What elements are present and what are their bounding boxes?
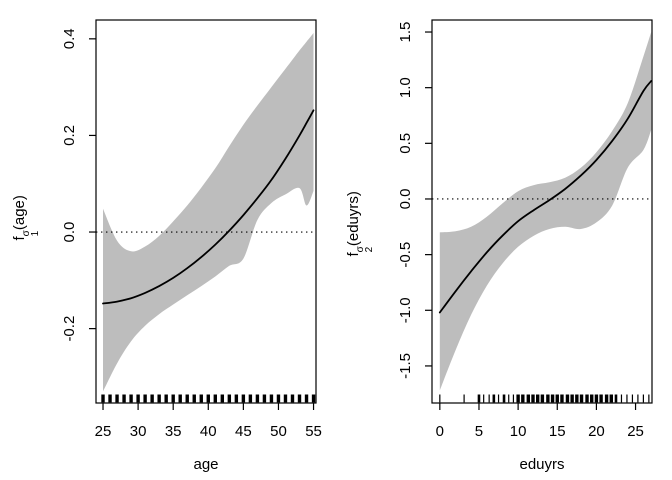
left-x-tick-label: 40 xyxy=(200,423,217,440)
f2-subscript: 2 xyxy=(364,246,375,253)
left-fit-curve xyxy=(102,109,315,305)
f1-base: f xyxy=(11,236,29,241)
right-x-tick-label: 10 xyxy=(510,423,527,440)
right-y-tick-label: -0.5 xyxy=(397,242,414,268)
left-x-tick-label: 30 xyxy=(130,423,147,440)
right-x-tick-label: 5 xyxy=(475,423,483,440)
f1-subscript: 1 xyxy=(30,230,41,237)
left-y-tick-label: 0.4 xyxy=(61,28,78,49)
right-plot-box xyxy=(431,19,653,404)
right-y-tick-label: 1.0 xyxy=(397,77,414,98)
left-x-tick-label: 45 xyxy=(235,423,252,440)
left-x-tick-label: 55 xyxy=(305,423,322,440)
right-x-tick-label: 20 xyxy=(588,423,605,440)
right-x-tick-label: 25 xyxy=(627,423,644,440)
x-axis-label-eduyrs: eduyrs xyxy=(519,456,565,473)
right-y-tick-label: 1.5 xyxy=(397,22,414,43)
left-x-tick-label: 25 xyxy=(95,423,112,440)
right-x-tick-label: 15 xyxy=(549,423,566,440)
right-confidence-band xyxy=(439,32,652,391)
left-y-tick-label: -0.2 xyxy=(61,316,78,342)
left-x-tick-label: 35 xyxy=(165,423,182,440)
right-y-tick-label: 0.5 xyxy=(397,133,414,154)
left-y-tick-label: 0.2 xyxy=(61,125,78,146)
right-y-tick-label: 0.0 xyxy=(397,189,414,210)
right-y-tick-label: -1.0 xyxy=(397,297,414,323)
f1-argument: (age) xyxy=(11,195,29,231)
f2-base: f xyxy=(345,252,363,257)
right-y-tick-label: -1.5 xyxy=(397,353,414,379)
right-x-tick-label: 0 xyxy=(436,423,444,440)
f2-argument: (eduyrs) xyxy=(345,191,363,247)
left-x-tick-label: 50 xyxy=(270,423,287,440)
left-confidence-band xyxy=(103,33,314,392)
left-plot-box xyxy=(95,19,317,404)
y-axis-label-f1-age: f σ 1 (age) xyxy=(11,156,41,280)
left-y-tick-label: 0.0 xyxy=(61,222,78,243)
y-axis-label-f2-eduyrs: f σ 2 (eduyrs) xyxy=(345,162,375,286)
right-fit-curve xyxy=(438,80,653,314)
x-axis-label-age: age xyxy=(193,456,219,473)
